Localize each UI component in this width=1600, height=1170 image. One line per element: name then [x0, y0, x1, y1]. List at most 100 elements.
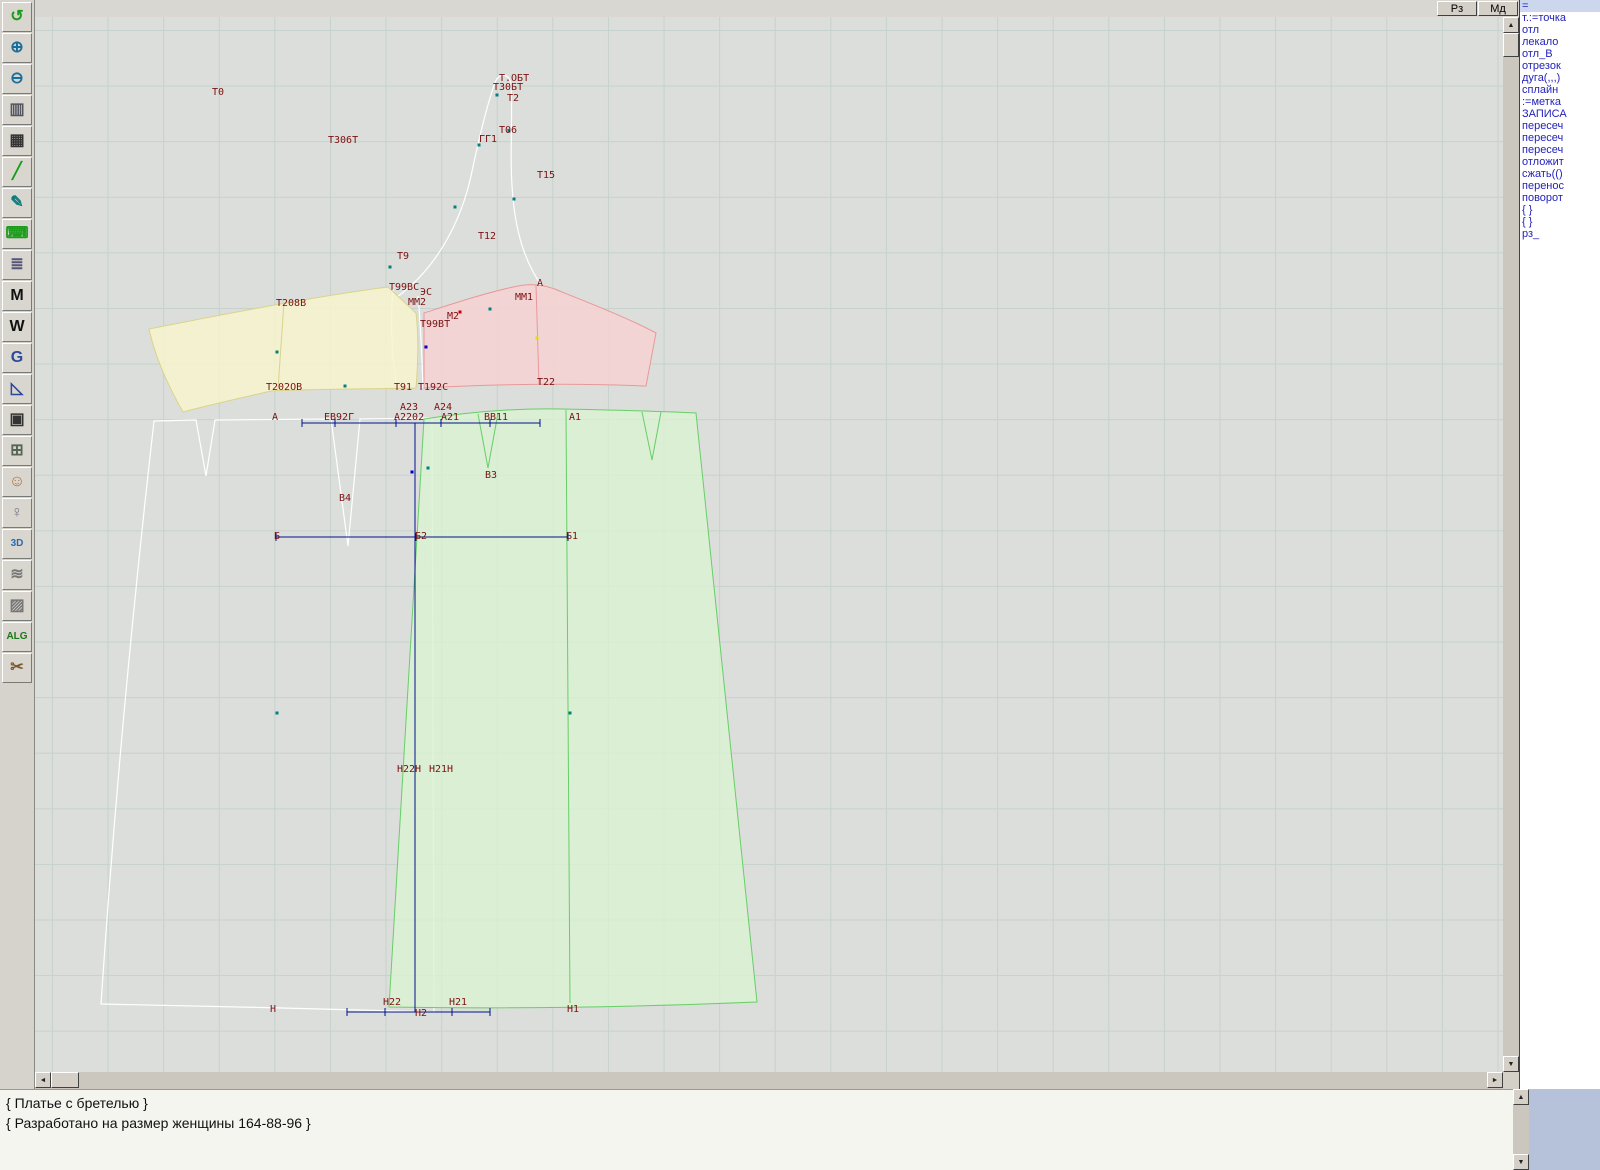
- text-panel-scrollbar[interactable]: ▲ ▼: [1513, 1089, 1529, 1170]
- table-tool[interactable]: ⊞: [2, 436, 32, 466]
- canvas-vscrollbar[interactable]: ▲ ▼: [1503, 17, 1519, 1072]
- point-label: А: [272, 412, 278, 423]
- md-button[interactable]: Мд: [1478, 1, 1518, 16]
- command-line[interactable]: { }: [1522, 204, 1533, 216]
- model-photo-tool[interactable]: ☺: [2, 467, 32, 497]
- command-line[interactable]: :=метка: [1522, 96, 1562, 108]
- edit-tool[interactable]: ✎: [2, 188, 32, 218]
- measure-lines: [275, 419, 569, 1016]
- alg-tool[interactable]: ALG: [2, 622, 32, 652]
- garment-tool[interactable]: ♀: [2, 498, 32, 528]
- zoom-in-tool[interactable]: ⊕: [2, 33, 32, 63]
- grid-tool[interactable]: ▦: [2, 126, 32, 156]
- point-label: А24: [434, 402, 452, 413]
- green-skirt-piece[interactable]: [388, 408, 758, 1009]
- command-line[interactable]: =: [1520, 0, 1600, 12]
- line-tool[interactable]: ╱: [2, 157, 32, 187]
- command-line[interactable]: лекало: [1522, 36, 1559, 48]
- camera-tool[interactable]: ▣: [2, 405, 32, 435]
- point-label: Н22Н: [397, 764, 421, 775]
- program-text-panel[interactable]: { Платье с бретелью } { Разработано на р…: [0, 1089, 1513, 1170]
- point-label: Н2: [415, 1008, 427, 1019]
- canvas-hscrollbar[interactable]: ◄ ►: [35, 1072, 1503, 1089]
- command-line[interactable]: отложит: [1522, 156, 1564, 168]
- command-line[interactable]: отл_В: [1522, 48, 1553, 60]
- command-line[interactable]: перенос: [1522, 180, 1565, 192]
- fabric-icon: ▨: [9, 597, 25, 614]
- fabric-tool[interactable]: ▨: [2, 591, 32, 621]
- zoom-out-tool[interactable]: ⊖: [2, 64, 32, 94]
- point-label: ВВ11: [484, 412, 508, 423]
- command-line[interactable]: { }: [1522, 216, 1533, 228]
- white-skirt-piece[interactable]: [100, 417, 435, 1013]
- hscroll-thumb[interactable]: [51, 1072, 79, 1088]
- point-label: Т.ОБТ: [499, 73, 529, 84]
- brush-tool[interactable]: ✂: [2, 653, 32, 683]
- bottom-right-filler: [1529, 1089, 1600, 1170]
- g-module-icon: G: [10, 349, 24, 366]
- command-line[interactable]: сжать((): [1522, 168, 1563, 180]
- command-line[interactable]: отл: [1522, 24, 1540, 36]
- point-label: Т306Т: [328, 135, 358, 146]
- undo-tool[interactable]: ↺: [2, 2, 32, 32]
- ruler-tool[interactable]: ◺: [2, 374, 32, 404]
- command-line[interactable]: поворот: [1522, 192, 1563, 204]
- scroll-right-button[interactable]: ►: [1487, 1072, 1503, 1088]
- command-line[interactable]: дуга(,,,): [1522, 72, 1561, 84]
- pattern-point: [426, 466, 430, 470]
- scroll-left-button[interactable]: ◄: [35, 1072, 51, 1088]
- point-label: Т208В: [276, 298, 306, 309]
- scroll-down-button[interactable]: ▼: [1503, 1056, 1519, 1072]
- point-label: Т06: [499, 125, 517, 136]
- pattern-canvas[interactable]: Т0 Т.ОБТ Т30БТ Т2 Т306Т Т06 ГГ1 Т15 Т12 Т9 Т99ВС ЭС…: [35, 17, 1503, 1072]
- text-scroll-down-button[interactable]: ▼: [1513, 1154, 1529, 1170]
- command-line[interactable]: пересеч: [1522, 144, 1564, 156]
- command-list: = т.:=точка отл лекало отл_В отрезок дуга(,,,)…: [1520, 0, 1600, 240]
- point-label: А23: [400, 402, 418, 413]
- point-label: Н22: [383, 997, 401, 1008]
- pattern-point: [477, 143, 481, 147]
- point-label: Б1: [566, 531, 578, 542]
- notes-tool[interactable]: ≣: [2, 250, 32, 280]
- command-line[interactable]: пересеч: [1522, 132, 1564, 144]
- point-label: В4: [339, 493, 351, 504]
- brush-icon: ✂: [10, 659, 24, 676]
- command-line[interactable]: ЗАПИСА: [1522, 108, 1567, 120]
- text-scroll-up-button[interactable]: ▲: [1513, 1089, 1529, 1105]
- point-label: Т99ВС: [389, 282, 419, 293]
- g-module-tool[interactable]: G: [2, 343, 32, 373]
- print-tool[interactable]: ▥: [2, 95, 32, 125]
- w-module-icon: W: [9, 318, 25, 335]
- point-label: Т22: [537, 377, 555, 388]
- pattern-point: [453, 205, 457, 209]
- texture-tool[interactable]: ≋: [2, 560, 32, 590]
- m-module-tool[interactable]: M: [2, 281, 32, 311]
- command-line[interactable]: пересеч: [1522, 120, 1564, 132]
- point-label: ММ2: [408, 297, 426, 308]
- command-line[interactable]: отрезок: [1522, 60, 1561, 72]
- scroll-up-button[interactable]: ▲: [1503, 17, 1519, 33]
- zoom-out-icon: ⊖: [10, 70, 24, 87]
- zoom-in-icon: ⊕: [10, 39, 24, 56]
- yellow-bodice-piece[interactable]: [148, 286, 419, 413]
- command-line[interactable]: рз_: [1522, 228, 1540, 240]
- texture-icon: ≋: [10, 566, 24, 583]
- w-module-tool[interactable]: W: [2, 312, 32, 342]
- point-label: А1: [569, 412, 581, 423]
- point-label: Н1: [567, 1004, 579, 1015]
- grid-icon: ▦: [9, 132, 25, 149]
- 3d-view-tool[interactable]: 3D: [2, 529, 32, 559]
- point-label: ГГ1: [479, 134, 497, 145]
- rz-button[interactable]: Рз: [1437, 1, 1477, 16]
- undo-icon: ↺: [10, 8, 24, 25]
- vscroll-thumb[interactable]: [1503, 33, 1519, 57]
- point-label: М2: [447, 311, 459, 322]
- m-module-icon: M: [10, 287, 24, 304]
- command-line[interactable]: сплайн: [1522, 84, 1559, 96]
- calculator-icon: ⌨: [5, 225, 29, 242]
- point-label: Б: [274, 531, 280, 542]
- pink-bodice-piece[interactable]: [423, 284, 657, 389]
- calculator-tool[interactable]: ⌨: [2, 219, 32, 249]
- command-line[interactable]: т.:=точка: [1522, 12, 1567, 24]
